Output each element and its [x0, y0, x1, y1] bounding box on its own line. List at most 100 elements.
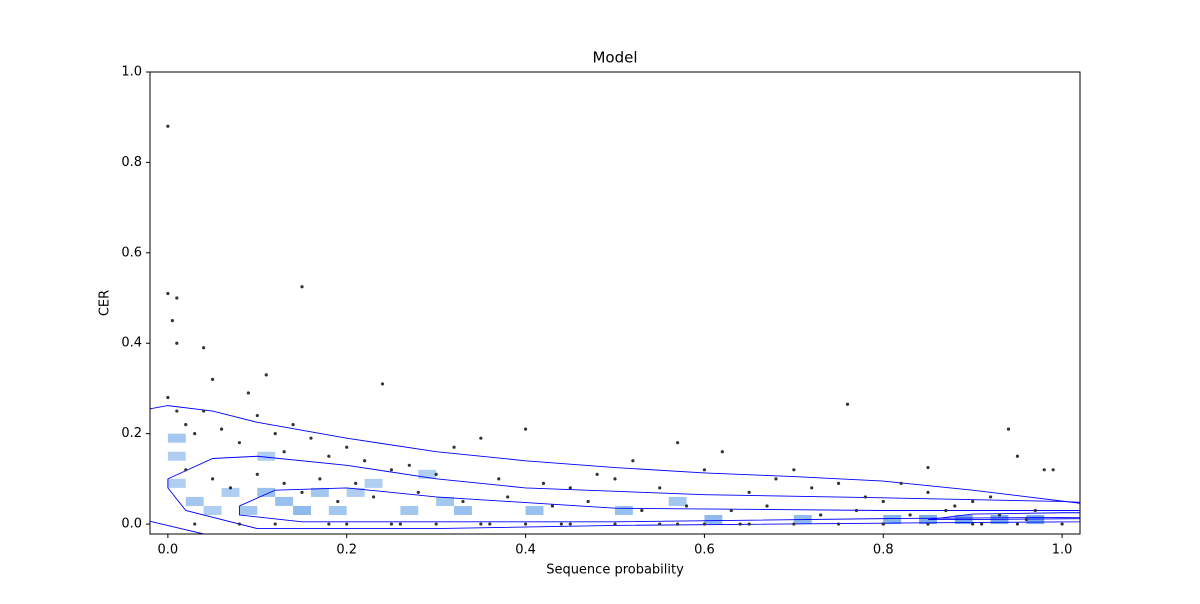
point [479, 522, 483, 526]
point [282, 481, 286, 485]
point [792, 522, 796, 526]
point [184, 423, 188, 427]
point [175, 296, 179, 300]
point [836, 481, 841, 485]
point [523, 427, 528, 431]
point [506, 495, 510, 499]
point [559, 522, 563, 526]
hist-cell [328, 505, 347, 516]
point [407, 463, 411, 467]
point [640, 508, 644, 513]
point [219, 427, 224, 431]
point [881, 499, 885, 504]
point [586, 499, 590, 504]
point [452, 445, 456, 449]
hist-cell [239, 505, 258, 516]
point [300, 285, 304, 289]
point [166, 395, 170, 400]
hist-cell [257, 451, 276, 461]
point [497, 477, 501, 481]
point [926, 490, 930, 495]
point [488, 522, 492, 526]
hist-cell [275, 496, 294, 506]
point [658, 522, 662, 526]
point [899, 481, 903, 485]
point [1015, 522, 1020, 526]
point [541, 481, 546, 485]
point [300, 490, 304, 495]
hist-cell [436, 496, 455, 506]
point [720, 450, 724, 454]
point [1015, 454, 1020, 458]
y-tick-label: 0.2 [121, 426, 142, 441]
hist-cell [257, 487, 276, 497]
hist-cell [346, 487, 365, 497]
point-layer [166, 124, 1064, 526]
hist-cell [203, 505, 222, 516]
hist-cell [400, 505, 419, 516]
x-tick-label: 1.0 [1052, 543, 1073, 558]
point [246, 391, 250, 395]
point [264, 373, 268, 377]
point [336, 499, 340, 504]
point [461, 499, 465, 504]
hist-cell [185, 496, 204, 506]
hist-cell [310, 487, 329, 497]
y-tick-label: 1.0 [121, 65, 142, 80]
point [792, 468, 796, 472]
point [380, 382, 385, 386]
point [988, 495, 993, 499]
contour-layer [150, 405, 1080, 534]
point [228, 486, 233, 490]
point [675, 441, 680, 445]
point [345, 445, 349, 449]
point [309, 436, 313, 440]
point [202, 346, 206, 350]
point [1042, 468, 1046, 472]
contour-line [927, 512, 1080, 520]
point [273, 432, 277, 436]
point [613, 477, 617, 481]
point [416, 490, 420, 495]
x-axis-label: Sequence probability [546, 563, 684, 578]
y-tick-label: 0.6 [121, 245, 142, 260]
point [175, 409, 179, 413]
point [729, 508, 733, 513]
point [175, 341, 179, 345]
point [774, 477, 778, 481]
hist-cell [704, 515, 723, 525]
hist-cell [883, 515, 902, 525]
point [953, 504, 957, 508]
point [371, 495, 376, 499]
x-tick-label: 0.2 [336, 543, 357, 558]
plot-frame [149, 71, 1081, 535]
point [997, 513, 1002, 517]
y-tick-label: 0.0 [121, 517, 142, 532]
hist-cell [364, 478, 383, 488]
point [1051, 468, 1055, 472]
point [836, 522, 841, 526]
point [434, 472, 438, 476]
point [523, 522, 528, 526]
hist-cell [1026, 515, 1045, 525]
point [237, 522, 242, 526]
point [631, 459, 635, 463]
point [944, 508, 948, 513]
point [237, 441, 242, 445]
y-tick-label: 0.4 [121, 336, 142, 351]
point [210, 377, 215, 381]
hist-cell [454, 505, 472, 516]
point [345, 522, 349, 526]
x-tick-label: 0.4 [515, 543, 536, 558]
point [568, 486, 572, 490]
point [1006, 427, 1011, 431]
chart-title: Model [592, 49, 637, 67]
point [327, 454, 331, 458]
point [550, 504, 555, 508]
y-tick-label: 0.8 [121, 155, 142, 170]
point [166, 291, 170, 296]
point [738, 522, 742, 526]
contour-line [167, 455, 1080, 530]
hist-cell [615, 505, 633, 516]
